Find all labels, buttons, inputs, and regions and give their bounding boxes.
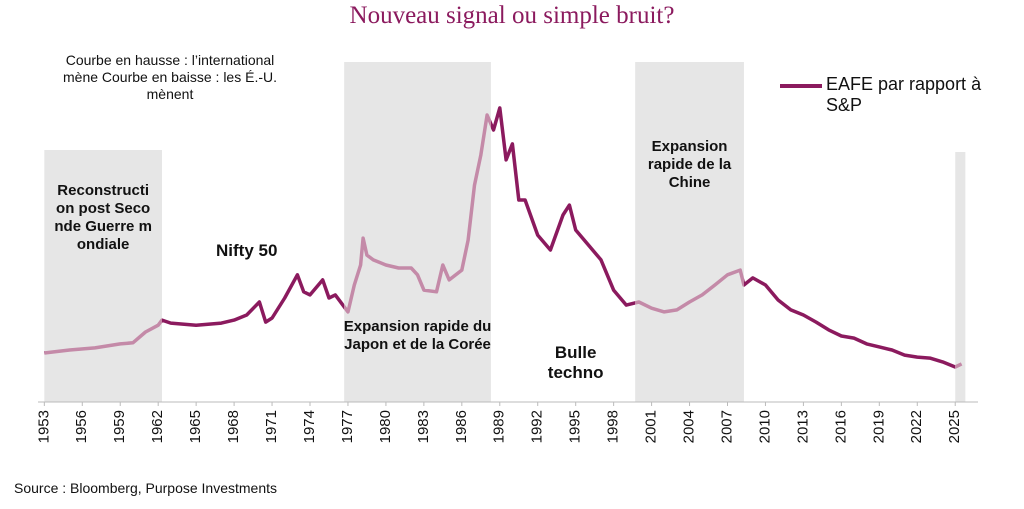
x-tick-label: 2004 xyxy=(681,410,698,443)
x-tick-label: 2007 xyxy=(718,410,735,443)
region-label: Expansion rapide de la Chine xyxy=(647,138,732,191)
x-tick-label: 2013 xyxy=(794,410,811,443)
x-tick-label: 1974 xyxy=(301,410,318,443)
chart-title: Nouveau signal ou simple bruit? xyxy=(349,2,675,29)
annotation: Bulle techno xyxy=(547,343,604,383)
region-label: Reconstruction post Seconde Guerre mondi… xyxy=(54,182,152,253)
x-tick-label: 2022 xyxy=(908,410,925,443)
x-tick-label: 1965 xyxy=(187,410,204,443)
x-tick-label: 2016 xyxy=(832,410,849,443)
note: Courbe en hausse : l’international mène … xyxy=(63,52,277,102)
x-tick-label: 1998 xyxy=(605,410,622,443)
shaded-region xyxy=(344,62,491,402)
data-line xyxy=(44,106,963,369)
region-label: Expansion rapide du Japon et de la Corée xyxy=(343,318,492,353)
x-tick-label: 1953 xyxy=(35,410,52,443)
x-tick-label: 1986 xyxy=(453,410,470,443)
x-tick-label: 2010 xyxy=(756,410,773,443)
x-tick-label: 1962 xyxy=(149,410,166,443)
annotation: Nifty 50 xyxy=(216,241,278,261)
shaded-region xyxy=(955,152,966,402)
x-tick-label: 1977 xyxy=(339,410,356,443)
x-tick-label: 1971 xyxy=(263,410,280,443)
x-tick-label: 1989 xyxy=(491,410,508,443)
x-tick-label: 1980 xyxy=(377,410,394,443)
x-tick-label: 1992 xyxy=(529,410,546,443)
legend-label: EAFE par rapport à S&P xyxy=(826,74,982,115)
x-tick-label: 2025 xyxy=(946,410,963,443)
x-tick-label: 1983 xyxy=(415,410,432,443)
x-tick-label: 2019 xyxy=(870,410,887,443)
x-tick-label: 2001 xyxy=(643,410,660,443)
x-tick-label: 1956 xyxy=(73,410,90,443)
source: Source : Bloomberg, Purpose Investments xyxy=(14,480,278,496)
x-tick-label: 1968 xyxy=(225,410,242,443)
shaded-region xyxy=(44,150,162,402)
shaded-region xyxy=(635,62,744,402)
legend-swatch xyxy=(780,84,822,88)
x-tick-label: 1959 xyxy=(111,410,128,443)
x-tick-label: 1995 xyxy=(567,410,584,443)
